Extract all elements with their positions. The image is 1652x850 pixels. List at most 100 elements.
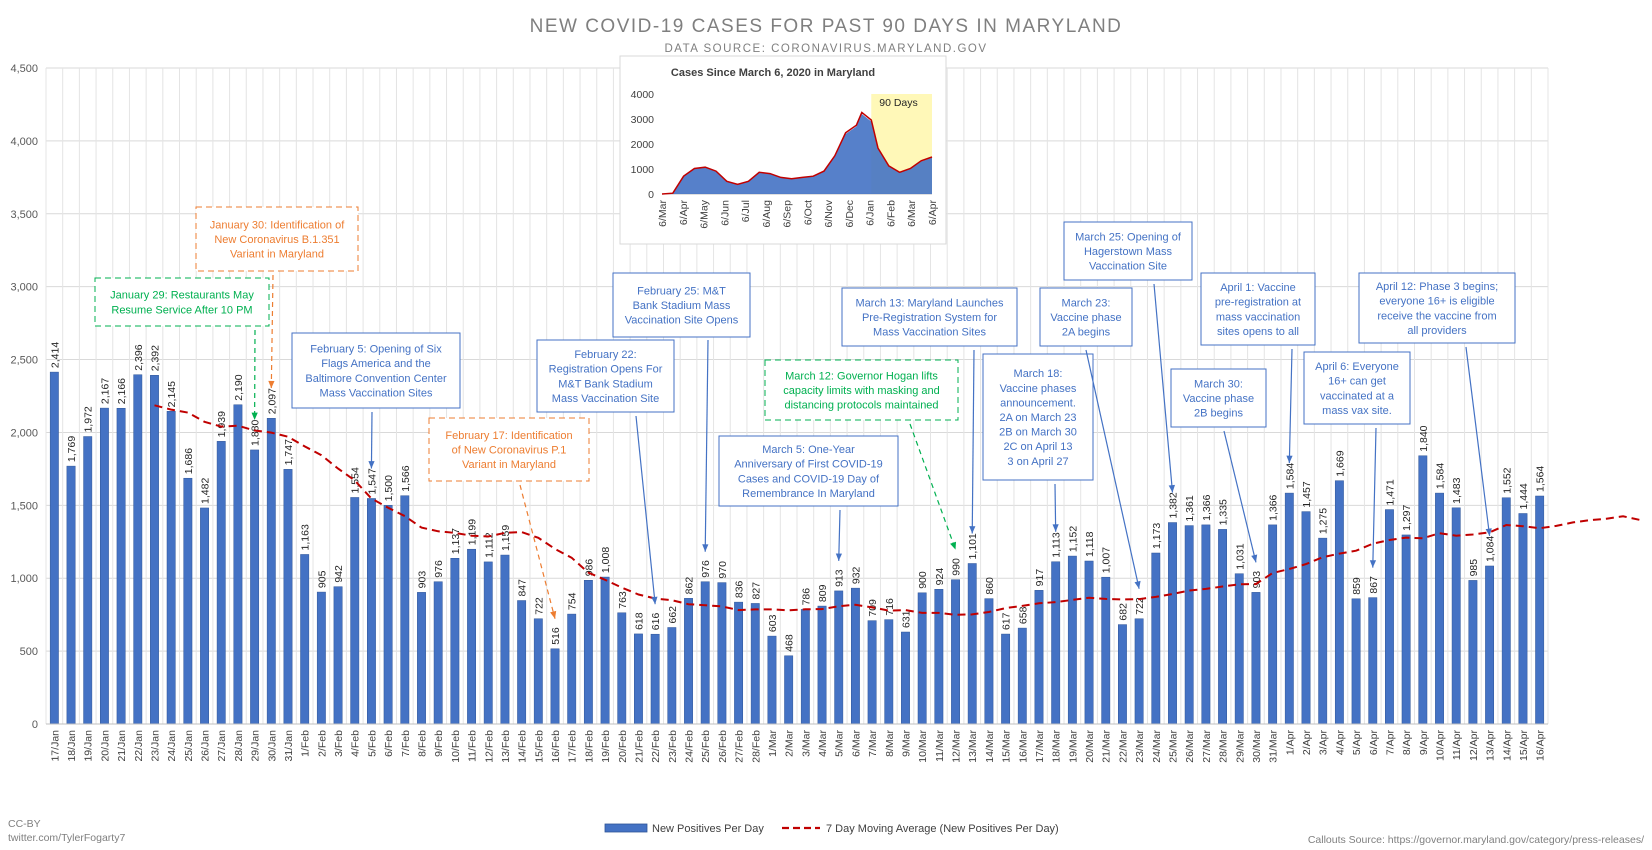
annotations: January 30: Identification of New Coronav… xyxy=(94,206,1516,619)
x-tick-label: 25/Mar xyxy=(1168,730,1180,763)
x-tick-label: 22/Jan xyxy=(133,730,145,762)
x-tick-label: 12/Feb xyxy=(483,730,495,763)
annotation-callout: March 5: One-Year Anniversary of First CO… xyxy=(718,435,899,561)
annotation-arrow xyxy=(704,339,709,552)
bar xyxy=(634,633,643,725)
bar-value-label: 976 xyxy=(433,560,445,578)
bar xyxy=(1001,633,1011,725)
x-tick-label: 31/Mar xyxy=(1268,730,1280,763)
bar xyxy=(233,404,243,725)
legend-label-ma: 7 Day Moving Average (New Positives Per … xyxy=(826,823,1059,835)
bar-value-label: 1,335 xyxy=(1218,499,1230,525)
bar-value-label: 847 xyxy=(517,579,529,597)
annotation-callout: February 5: Opening of Six Flags America … xyxy=(291,332,461,469)
annotation-arrow xyxy=(1085,349,1140,589)
x-tick-label: 11/Apr xyxy=(1451,730,1463,761)
x-tick-label: 28/Jan xyxy=(233,730,245,762)
x-tick-label: 7/Apr xyxy=(1384,730,1396,756)
bar-value-label: 617 xyxy=(1001,612,1013,630)
legend-label-bars: New Positives Per Day xyxy=(652,823,764,835)
bar xyxy=(1251,592,1261,725)
inset-chart: Cases Since March 6, 2020 in Maryland 90 … xyxy=(619,55,947,245)
source-link[interactable]: Callouts Source: https://governor.maryla… xyxy=(1307,834,1644,846)
annotation-arrow xyxy=(1223,430,1257,563)
x-tick-label: 9/Feb xyxy=(433,730,445,757)
annotation-box xyxy=(718,435,899,507)
bar xyxy=(700,581,710,725)
bar xyxy=(517,600,527,725)
annotation-arrow xyxy=(971,349,975,534)
bar xyxy=(834,590,844,725)
bar-value-label: 1,769 xyxy=(66,436,78,462)
bar-value-label: 2,167 xyxy=(99,378,111,404)
x-tick-label: 19/Mar xyxy=(1067,730,1079,763)
x-tick-label: 29/Mar xyxy=(1234,730,1246,763)
bar xyxy=(200,507,209,725)
bar-value-label: 1,382 xyxy=(1168,492,1180,518)
annotation-callout: March 12: Governor Hogan lifts capacity l… xyxy=(764,359,959,550)
bar-value-label: 763 xyxy=(617,591,629,609)
bar xyxy=(1218,529,1227,725)
x-tick-label: 5/Apr xyxy=(1351,730,1363,756)
bar xyxy=(1435,492,1444,725)
bar-value-label: 1,880 xyxy=(250,420,262,446)
annotation-arrow xyxy=(270,274,274,389)
x-tick-label: 16/Apr xyxy=(1535,729,1547,760)
bar xyxy=(367,498,376,725)
x-axis: 17/Jan 18/Jan 19/Jan 20/Jan 21/Jan 22/Jan 23/J… xyxy=(46,723,1548,763)
legend-swatch-bars xyxy=(604,823,648,833)
x-tick-label: 14/Apr xyxy=(1501,729,1513,760)
bar-value-label: 1,361 xyxy=(1184,495,1196,521)
y-tick-label: 500 xyxy=(20,646,38,658)
inset-title: Cases Since March 6, 2020 in Maryland xyxy=(671,67,875,79)
annotation-box xyxy=(291,332,461,409)
bar xyxy=(383,505,393,725)
inset-x-tick: 6/Aug xyxy=(761,200,773,228)
bar xyxy=(1501,497,1511,725)
bar xyxy=(150,375,159,725)
annotation-callout: February 22: Registration Opens For M&T Ba… xyxy=(536,339,675,605)
bar-value-label: 1,112 xyxy=(483,532,495,558)
bar xyxy=(750,603,760,725)
x-tick-label: 13/Feb xyxy=(500,730,512,763)
bar xyxy=(1201,524,1211,725)
bar-value-label: 1,554 xyxy=(350,467,362,493)
bar xyxy=(283,469,293,725)
bar xyxy=(1485,565,1495,725)
author-link[interactable]: twitter.com/TylerFogarty7 xyxy=(8,832,126,844)
annotation-arrowhead xyxy=(969,526,976,534)
inset-x-tick: 6/Jul xyxy=(740,200,752,222)
bar xyxy=(1351,598,1361,725)
annotation-arrowhead xyxy=(651,596,658,605)
inset-x-tick: 6/Nov xyxy=(823,199,835,227)
bar xyxy=(533,618,543,725)
x-tick-label: 4/Apr xyxy=(1334,730,1346,756)
bar xyxy=(49,371,59,725)
x-tick-label: 14/Mar xyxy=(984,730,996,763)
bar xyxy=(1151,552,1161,725)
x-tick-label: 15/Apr xyxy=(1518,729,1530,760)
license-text: CC-BY xyxy=(8,818,41,830)
bar-value-label: 616 xyxy=(650,613,662,631)
x-tick-label: 2/Apr xyxy=(1301,730,1313,756)
x-tick-label: 20/Feb xyxy=(617,730,629,763)
annotation-arrow xyxy=(370,411,373,469)
annotation-callout: March 23: Vaccine phase 2A begins xyxy=(1039,287,1141,589)
x-tick-label: 25/Jan xyxy=(183,730,195,762)
bar-value-label: 1,471 xyxy=(1384,479,1396,505)
bar xyxy=(784,655,794,725)
bar-value-label: 1,366 xyxy=(1268,494,1280,520)
annotation-callout: March 25: Opening of Hagerstown Mass Vacci… xyxy=(1063,221,1193,493)
x-tick-label: 30/Mar xyxy=(1251,730,1263,763)
inset-x-tick: 6/Oct xyxy=(802,200,814,225)
bar-value-label: 1,275 xyxy=(1318,508,1330,534)
bar xyxy=(1535,495,1545,725)
bar xyxy=(1034,590,1044,725)
x-tick-label: 31/Jan xyxy=(283,730,295,762)
annotation-box xyxy=(94,277,270,327)
bar xyxy=(166,411,176,725)
annotation-callout: April 12: Phase 3 begins; everyone 16+ is… xyxy=(1358,272,1516,537)
bar-value-label: 1,552 xyxy=(1501,467,1513,493)
annotation-box xyxy=(612,272,751,338)
bar xyxy=(1385,509,1394,725)
